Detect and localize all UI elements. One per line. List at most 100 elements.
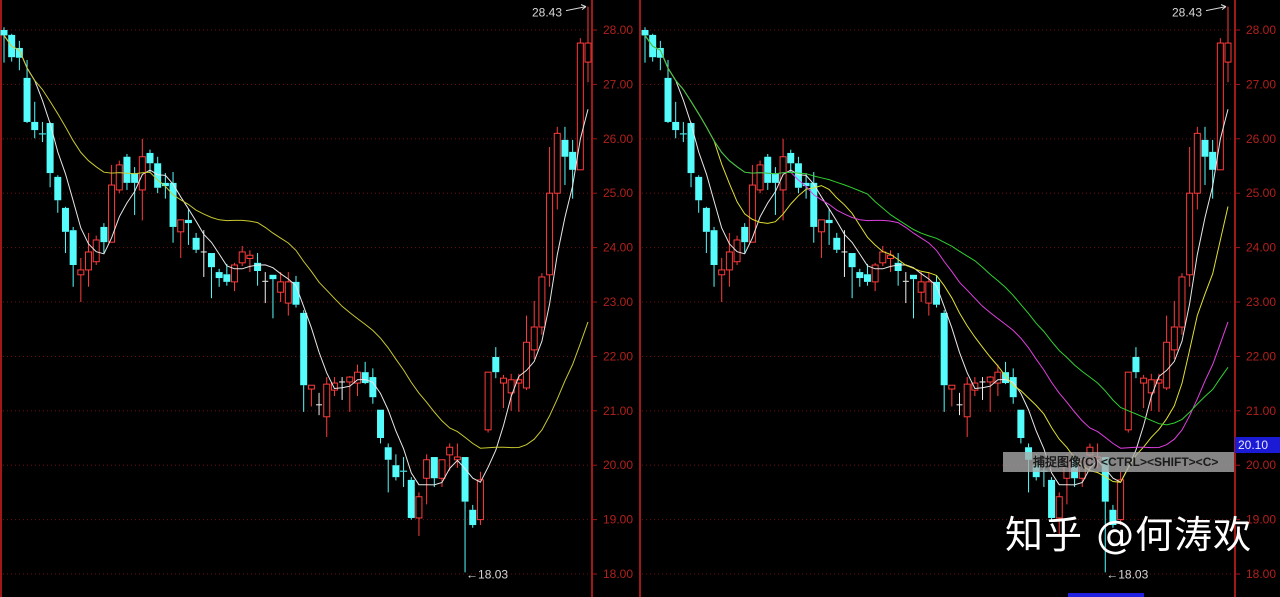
candle-body (461, 457, 469, 502)
candle (254, 253, 262, 286)
candle-body (330, 382, 338, 391)
high-arrow (565, 6, 587, 12)
candle-body (702, 207, 710, 232)
candle (1170, 300, 1178, 360)
candle-body (246, 254, 254, 259)
y-tick-label: 18.00 (1246, 567, 1276, 581)
high-arrow (1205, 6, 1227, 12)
candle (748, 164, 756, 243)
candle-body (499, 377, 507, 384)
candle (69, 226, 77, 287)
candle-body (1124, 371, 1132, 431)
candle (925, 272, 933, 316)
candle (1017, 409, 1025, 444)
y-tick-label: 26.00 (603, 132, 633, 146)
candle (469, 504, 477, 528)
candle-body (307, 384, 315, 390)
candle (641, 27, 649, 63)
candle (31, 101, 39, 139)
candle-body (672, 121, 680, 131)
candle (415, 492, 423, 536)
candle (1101, 457, 1109, 573)
candle-body (361, 372, 369, 384)
candle (664, 59, 672, 124)
candle-body (1193, 132, 1201, 194)
candle (917, 272, 925, 302)
candle (894, 253, 902, 286)
candle-body (733, 239, 741, 263)
candle-body (856, 272, 864, 279)
candle (292, 275, 300, 308)
candle-body (446, 446, 454, 456)
candle (269, 274, 277, 319)
candle (177, 219, 185, 258)
candle (1163, 315, 1171, 391)
y-tick-label: 28.00 (603, 23, 633, 37)
candle (215, 268, 223, 287)
candle-body (879, 251, 887, 264)
candle-body (1224, 42, 1232, 63)
candle (948, 384, 956, 407)
candle-body (764, 156, 772, 183)
candle-body (833, 237, 841, 250)
y-tick-label: 20.00 (1246, 458, 1276, 472)
candle-body (192, 237, 200, 250)
candle (771, 167, 779, 215)
candle-body (469, 509, 477, 526)
candle-body (377, 409, 385, 438)
candle-body (718, 269, 726, 276)
candle-body (1155, 379, 1163, 384)
candle-body (963, 383, 971, 418)
candle-body (115, 164, 123, 191)
watermark: 知乎 @何涛欢 (1005, 513, 1253, 557)
candle (400, 457, 408, 487)
candle-body (269, 274, 277, 280)
candle-body (894, 262, 902, 271)
candle-body (277, 281, 285, 293)
candle (339, 377, 346, 400)
high-arrow-head (1220, 4, 1227, 11)
candle-body (933, 281, 940, 305)
candle (584, 6, 592, 83)
candle (392, 454, 400, 481)
candle (672, 101, 680, 139)
candle-body (146, 152, 154, 164)
candle (1002, 361, 1010, 385)
candle (725, 232, 733, 287)
candle (1178, 273, 1186, 335)
candle (879, 245, 887, 267)
candle-body (538, 276, 546, 328)
candle-body (1201, 139, 1209, 157)
candle-body (1178, 276, 1186, 328)
candle-body (1009, 377, 1017, 398)
candle-body (848, 253, 856, 268)
y-tick-label: 23.00 (603, 295, 633, 309)
candle (986, 375, 994, 412)
candle-body (1017, 409, 1025, 438)
candle-body (810, 182, 818, 227)
candle-body (1140, 377, 1148, 384)
candle (115, 160, 123, 194)
candle (1132, 347, 1140, 379)
candle (576, 38, 584, 171)
scrollbar-thumb[interactable] (1068, 593, 1144, 597)
candle (956, 392, 963, 416)
candle-body (664, 77, 672, 122)
left-chart-panel: 18.00 19.00 20.00 21.00 22.00 23.00 24.00 25.00… (0, 0, 633, 597)
candle (262, 272, 269, 304)
candle (353, 364, 361, 397)
candle (453, 443, 461, 468)
candle-body (100, 226, 108, 243)
candle (369, 368, 377, 404)
moving-average-line (3, 35, 589, 486)
candle-body (131, 173, 139, 183)
candle (23, 59, 31, 124)
candle (384, 443, 392, 493)
candle (515, 373, 523, 412)
right-chart-panel: 18.00 19.00 20.00 21.00 22.00 23.00 24.00 25.00… (639, 0, 1276, 597)
candle-body (415, 496, 423, 519)
candle (695, 175, 703, 213)
y-tick-label: 19.00 (603, 513, 633, 527)
candle-body (656, 47, 664, 58)
y-tick-label: 21.00 (1246, 404, 1276, 418)
